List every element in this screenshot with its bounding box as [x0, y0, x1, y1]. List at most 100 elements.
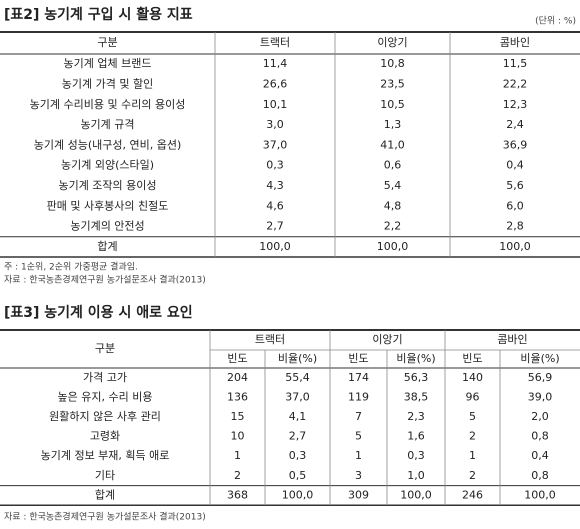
column-header: 트랙터 [260, 36, 290, 49]
cell: 4,1 [289, 410, 307, 423]
cell: 204 [227, 371, 248, 384]
cell: 26,6 [263, 77, 288, 90]
cell: 2 [234, 469, 241, 482]
row-label: 농기계 업체 브랜드 [64, 57, 152, 70]
row-label: 기타 [95, 469, 115, 482]
cell: 1,0 [407, 469, 425, 482]
row-label: 농기계 조작의 용이성 [58, 179, 156, 192]
cell: 0,8 [531, 469, 549, 482]
row-label: 농기계 정보 부재, 획득 애로 [41, 449, 170, 462]
row-label: 높은 유지, 수리 비용 [58, 390, 153, 403]
note: 주 : 1순위, 2순위 가중평균 결과임. [4, 261, 138, 273]
cell: 3 [355, 469, 362, 482]
cell: 5 [469, 410, 476, 423]
cell: 0,5 [289, 469, 307, 482]
unit: (단위 : %) [535, 16, 576, 27]
cell: 0,4 [506, 159, 524, 172]
column-header: 이앙기 [377, 36, 407, 49]
cell: 10,8 [380, 57, 405, 70]
cell: 5,6 [506, 179, 524, 192]
sub-header: 빈도 [462, 352, 482, 365]
cell: 3,0 [266, 118, 284, 131]
cell: 22,2 [503, 77, 528, 90]
cell: 23,5 [380, 77, 405, 90]
note: 자료 : 한국농촌경제연구원 농가설문조사 결과(2013) [4, 274, 206, 286]
cell: 4,3 [266, 179, 284, 192]
cell: 10,5 [380, 98, 405, 111]
cell: 100,0 [282, 488, 314, 501]
cell: 100,0 [524, 488, 556, 501]
cell: 0,3 [407, 449, 425, 462]
cell: 56,9 [528, 371, 553, 384]
cell: 5 [355, 430, 362, 443]
cell: 309 [348, 488, 369, 501]
cell: 1 [355, 449, 362, 462]
sub-header: 비율(%) [396, 352, 435, 365]
row-label: 가격 고가 [83, 371, 127, 384]
column-header: 콤바인 [497, 333, 527, 346]
row-label: 농기계의 안전성 [70, 220, 144, 233]
cell: 7 [355, 410, 362, 423]
cell: 2,3 [407, 410, 425, 423]
cell: 0,4 [531, 449, 549, 462]
cell: 11,5 [503, 57, 528, 70]
cell: 10 [231, 430, 245, 443]
cell: 2 [469, 430, 476, 443]
cell: 39,0 [528, 390, 553, 403]
cell: 96 [466, 390, 480, 403]
row-label: 농기계 규격 [80, 118, 134, 131]
cell: 1 [234, 449, 241, 462]
cell: 11,4 [263, 57, 288, 70]
column-header: 이앙기 [372, 333, 402, 346]
cell: 2,8 [506, 220, 524, 233]
row-label: 농기계 성능(내구성, 연비, 옵션) [34, 138, 182, 151]
cell: 6,0 [506, 199, 524, 212]
cell: 2,7 [266, 220, 284, 233]
row-label: 농기계 가격 및 할인 [62, 77, 153, 90]
cell: 100,0 [377, 240, 409, 253]
cell: 140 [462, 371, 483, 384]
cell: 12,3 [503, 98, 528, 111]
cell: 2,4 [506, 118, 524, 131]
row-label: 합계 [95, 488, 115, 501]
table1-title: [표2] 농기계 구입 시 활용 지표 [4, 6, 193, 23]
cell: 100,0 [259, 240, 291, 253]
cell: 37,0 [285, 390, 310, 403]
cell: 0,6 [384, 159, 402, 172]
row-label: 농기계 수리비용 및 수리의 용이성 [30, 98, 186, 111]
cell: 246 [462, 488, 483, 501]
cell: 174 [348, 371, 369, 384]
cell: 15 [231, 410, 245, 423]
cell: 1,6 [407, 430, 425, 443]
cell: 0,3 [289, 449, 307, 462]
row-label: 합계 [97, 240, 117, 253]
cell: 37,0 [263, 138, 288, 151]
cell: 368 [227, 488, 248, 501]
cell: 4,8 [384, 199, 402, 212]
row-label: 원활하지 않은 사후 관리 [49, 409, 161, 423]
cell: 2,2 [384, 220, 402, 233]
cell: 136 [227, 390, 248, 403]
sub-header: 빈도 [227, 352, 247, 365]
table2-title: [표3] 농기계 이용 시 애로 요인 [4, 304, 193, 321]
column-header: 콤바인 [500, 36, 530, 49]
cell: 56,3 [404, 371, 429, 384]
cell: 41,0 [380, 138, 405, 151]
cell: 36,9 [503, 138, 528, 151]
cell: 100,0 [400, 488, 432, 501]
column-header: 구분 [95, 342, 115, 355]
cell: 0,3 [266, 159, 284, 172]
cell: 2,7 [289, 430, 307, 443]
cell: 1,3 [384, 118, 402, 131]
cell: 119 [348, 390, 369, 403]
sub-header: 비율(%) [278, 352, 317, 365]
column-header: 트랙터 [255, 333, 285, 346]
cell: 4,6 [266, 199, 284, 212]
row-label: 농기계 외양(스타일) [61, 158, 154, 172]
cell: 10,1 [263, 98, 288, 111]
cell: 100,0 [499, 240, 531, 253]
cell: 38,5 [404, 390, 429, 403]
sub-header: 비율(%) [520, 352, 559, 365]
